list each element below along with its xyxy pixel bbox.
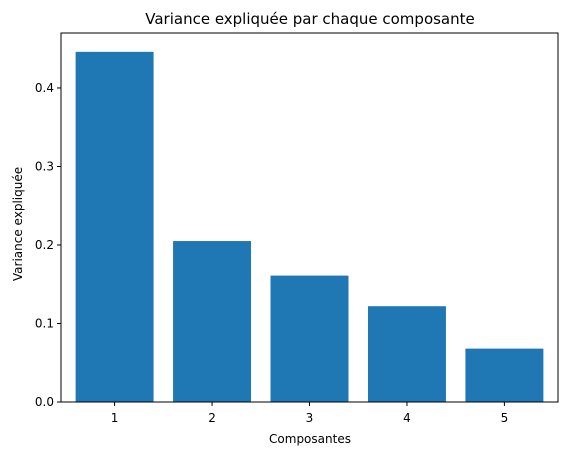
bars-group bbox=[75, 51, 544, 402]
y-axis: 0.0 0.1 0.2 0.3 0.4 bbox=[35, 81, 61, 409]
bar-3 bbox=[270, 275, 349, 402]
y-tick-label-1: 0.1 bbox=[35, 316, 54, 330]
x-tick-label-4: 4 bbox=[403, 411, 411, 425]
y-tick-label-3: 0.3 bbox=[35, 159, 54, 173]
bar-4 bbox=[367, 306, 446, 402]
x-axis-label: Composantes bbox=[269, 432, 351, 446]
chart-title: Variance expliquée par chaque composante bbox=[145, 10, 475, 28]
y-axis-label: Variance expliquée bbox=[11, 167, 25, 281]
bar-2 bbox=[173, 241, 252, 402]
plot-frame bbox=[60, 32, 559, 403]
x-axis: 1 2 3 4 5 bbox=[111, 402, 508, 425]
bar-5 bbox=[465, 348, 544, 402]
x-tick-label-5: 5 bbox=[501, 411, 509, 425]
y-tick-label-2: 0.2 bbox=[35, 238, 54, 252]
y-tick-label-4: 0.4 bbox=[35, 81, 54, 95]
bar-1 bbox=[75, 51, 154, 402]
x-tick-label-2: 2 bbox=[208, 411, 216, 425]
x-tick-label-3: 3 bbox=[306, 411, 314, 425]
y-tick-label-0: 0.0 bbox=[35, 395, 54, 409]
x-tick-label-1: 1 bbox=[111, 411, 119, 425]
